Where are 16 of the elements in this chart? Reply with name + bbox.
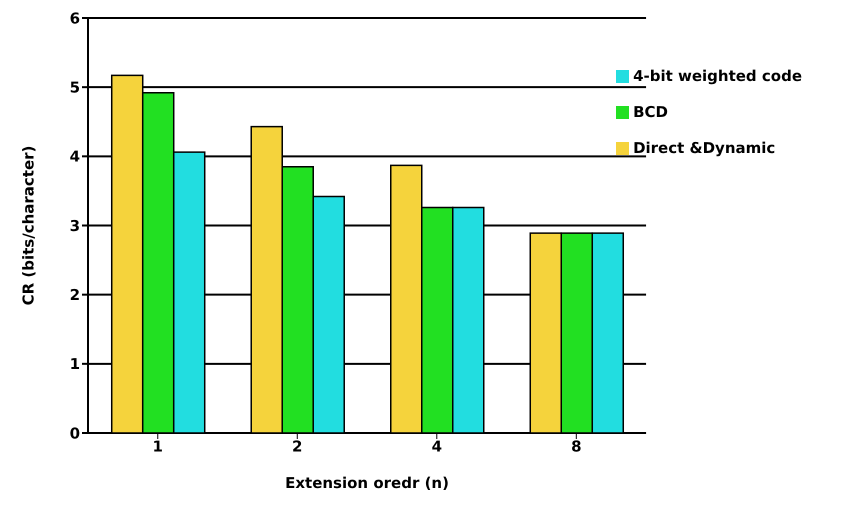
x-axis-title: Extension oredr (n)	[285, 474, 449, 492]
y-tick-label: 6	[70, 9, 80, 28]
y-tick-label: 2	[70, 286, 80, 304]
x-tick-label: 4	[432, 438, 442, 456]
y-tick-label: 1	[70, 355, 80, 374]
legend-label: 4-bit weighted code	[633, 67, 802, 85]
y-tick-label: 4	[70, 148, 80, 166]
y-tick-label: 0	[70, 424, 80, 442]
legend-label: BCD	[633, 103, 668, 121]
y-tick-label: 3	[70, 216, 80, 235]
x-tick-label: 2	[292, 438, 302, 456]
y-tick-label: 5	[70, 78, 80, 96]
legend-label: Direct &Dynamic	[633, 139, 776, 157]
y-axis-title: CR (bits/character)	[19, 146, 38, 306]
x-tick-label: 8	[571, 438, 582, 456]
x-tick-label: 1	[152, 438, 163, 456]
